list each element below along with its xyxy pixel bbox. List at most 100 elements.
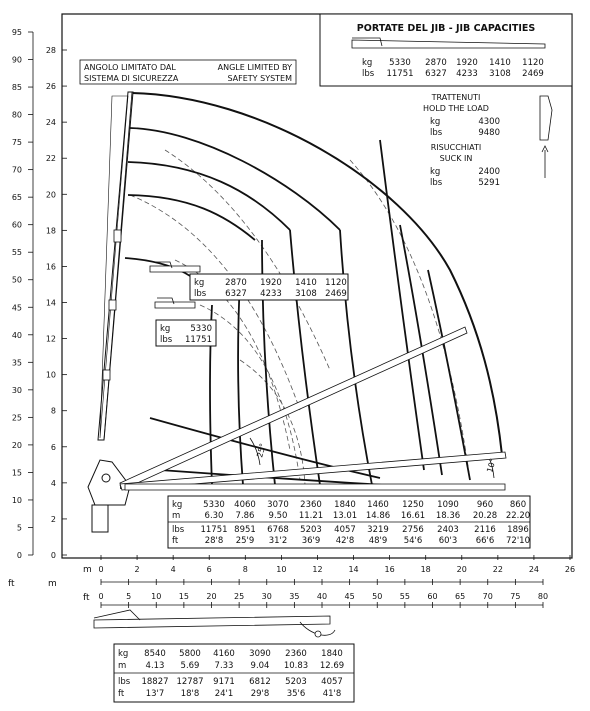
bottom-ft-tick-label: 65: [455, 592, 465, 601]
bottom-label-lbs: lbs: [118, 677, 131, 687]
left-ft-tick-label: 10: [12, 496, 22, 505]
bottom-capacity-table: kg m lbs ft 8540 5800 4160 3090 2360 1840 4.13…: [113, 643, 355, 703]
main-label-ft: ft: [172, 536, 179, 546]
left-m-tick-label: 6: [51, 443, 56, 452]
left-ft-tick-label: 40: [12, 331, 22, 340]
bottom-table-cell-lbs: 12787: [176, 677, 203, 687]
bottom-ft-tick-label: 45: [345, 592, 355, 601]
header-kg-value: 1120: [522, 58, 544, 68]
bottom-table-cell-ft: 35'6: [287, 689, 306, 699]
left-m-tick-label: 26: [46, 82, 56, 91]
bottom-ft2-axis: [100, 602, 544, 608]
inner-boom-arcs: [124, 127, 341, 301]
bottom-label-kg: kg: [118, 649, 128, 659]
bottom-table-cell-lbs: 6812: [249, 677, 271, 687]
suck-unit-kg: kg: [430, 167, 440, 177]
boom-arm-detail: [119, 326, 507, 491]
header-kg-value: 5330: [389, 58, 411, 68]
angle-25-label: 25°: [255, 442, 267, 458]
main-table-cell-ft: 72'10: [506, 536, 530, 546]
main-table-cell-kg: 1840: [334, 500, 356, 510]
bottom-table-cell-kg: 5800: [179, 649, 201, 659]
jib-capacities-header: PORTATE DEL JIB - JIB CAPACITIES kg lbs …: [319, 13, 573, 87]
main-table-cell-ft: 48'9: [369, 536, 388, 546]
left-ft-tick-label: 60: [12, 221, 22, 230]
jib-box-lbs-value: 6327: [225, 289, 247, 299]
header-kg-value: 1920: [456, 58, 478, 68]
jib-icon-upper: [149, 261, 201, 273]
header-unit-kg: kg: [362, 58, 372, 68]
jib-small-unit-lbs: lbs: [160, 335, 173, 345]
bottom-table-cell-m: 5.69: [181, 661, 200, 671]
bottom-table-cell-lbs: 4057: [321, 677, 343, 687]
jib-small-unit-kg: kg: [160, 324, 170, 334]
main-table-cell-ft: 36'9: [302, 536, 321, 546]
header-lbs-value: 4233: [456, 69, 478, 79]
main-table-cell-m: 13.01: [333, 511, 357, 521]
main-capacity-table: kg m lbs ft 5330 4060 3070 2360 1840 1460 1250…: [167, 495, 531, 549]
bottom-m-tick-label: 4: [171, 565, 176, 574]
main-label-kg: kg: [172, 500, 182, 510]
jib-box-kg-value: 2870: [225, 278, 247, 288]
main-table-cell-m: 22.20: [506, 511, 530, 521]
bottom-m-tick-label: 6: [207, 565, 212, 574]
main-table-cell-kg: 1250: [402, 500, 424, 510]
bottom-table-cell-kg: 3090: [249, 649, 271, 659]
bottom-axis-ft-label: ft: [83, 593, 90, 603]
bottom-m-axis: 0 2 4 6 8 10 12 14 16 18 20 22 24 26: [98, 555, 575, 574]
jib-box-kg-value: 1920: [260, 278, 282, 288]
angle-25-arc: [249, 437, 261, 466]
left-m-tick-label: 20: [46, 190, 56, 199]
header-title: PORTATE DEL JIB - JIB CAPACITIES: [357, 23, 536, 34]
main-table-cell-ft: 60'3: [439, 536, 458, 546]
main-table-cell-m: 6.30: [205, 511, 224, 521]
bottom-ft-tick-label: 25: [234, 592, 244, 601]
retain-unit-kg: kg: [430, 117, 440, 127]
bottom-table-cell-kg: 4160: [213, 649, 235, 659]
bottom-ft-tick-label: 40: [317, 592, 327, 601]
winch-hook-icon: [539, 95, 553, 178]
bottom-ft-tick-label: 20: [206, 592, 216, 601]
left-ft-tick-label: 35: [12, 358, 22, 367]
bottom-table-cell-kg: 1840: [321, 649, 343, 659]
left-axis-ft-label: ft: [8, 579, 15, 589]
bottom-m-tick-label: 12: [312, 565, 322, 574]
bottom-m-tick-label: 14: [348, 565, 358, 574]
bottom-label-ft: ft: [118, 689, 125, 699]
main-label-m: m: [172, 511, 180, 521]
main-table-rows: 5330 4060 3070 2360 1840 1460 1250 1090 960 860 6.…: [200, 500, 530, 546]
left-m-tick-label: 18: [46, 226, 56, 235]
bottom-table-rows: 8540 5800 4160 3090 2360 1840 4.13 5.69 7.33 9.04…: [141, 649, 344, 699]
bottom-m-tick-label: 16: [385, 565, 395, 574]
note-en-line2: SAFETY SYSTEM: [227, 74, 292, 83]
main-table-cell-kg: 3070: [267, 500, 289, 510]
main-table-cell-kg: 860: [510, 500, 526, 510]
left-m-tick-label: 10: [46, 371, 56, 380]
note-it-line1: ANGOLO LIMITATO DAL: [84, 63, 176, 72]
main-table-cell-kg: 5330: [203, 500, 225, 510]
bottom-table-cell-m: 12.69: [320, 661, 344, 671]
left-ft-axis: 0 5 10 15 20 25 30 35 40 45 50 55 60 65 70 75 80 85 90 95: [12, 28, 34, 560]
jib-box-kg-values: 2870 1920 1410 1120: [225, 278, 347, 288]
header-kg-value: 2870: [425, 58, 447, 68]
bottom-ft-tick-label: 70: [483, 592, 493, 601]
main-table-cell-lbs: 11751: [200, 525, 227, 535]
suck-lbs: 5291: [478, 178, 500, 188]
header-lbs-values: 11751 6327 4233 3108 2469: [386, 69, 543, 79]
bottom-table-cell-ft: 29'8: [251, 689, 270, 699]
main-table-cell-lbs: 6768: [267, 525, 289, 535]
main-table-cell-ft: 25'9: [236, 536, 255, 546]
left-ft-tick-label: 15: [12, 468, 22, 477]
left-m-tick-label: 28: [46, 46, 56, 55]
left-ft-tick-label: 5: [17, 523, 22, 532]
bottom-ft-tick-label: 5: [126, 592, 131, 601]
bottom-table-cell-lbs: 18827: [141, 677, 168, 687]
main-table-cell-ft: 66'6: [476, 536, 495, 546]
header-lbs-value: 2469: [522, 69, 544, 79]
bottom-table-cell-kg: 2360: [285, 649, 307, 659]
suck-unit-lbs: lbs: [430, 178, 443, 188]
bottom-m-tick-label: 22: [493, 565, 503, 574]
main-table-cell-lbs: 1896: [507, 525, 529, 535]
header-lbs-value: 11751: [386, 69, 413, 79]
